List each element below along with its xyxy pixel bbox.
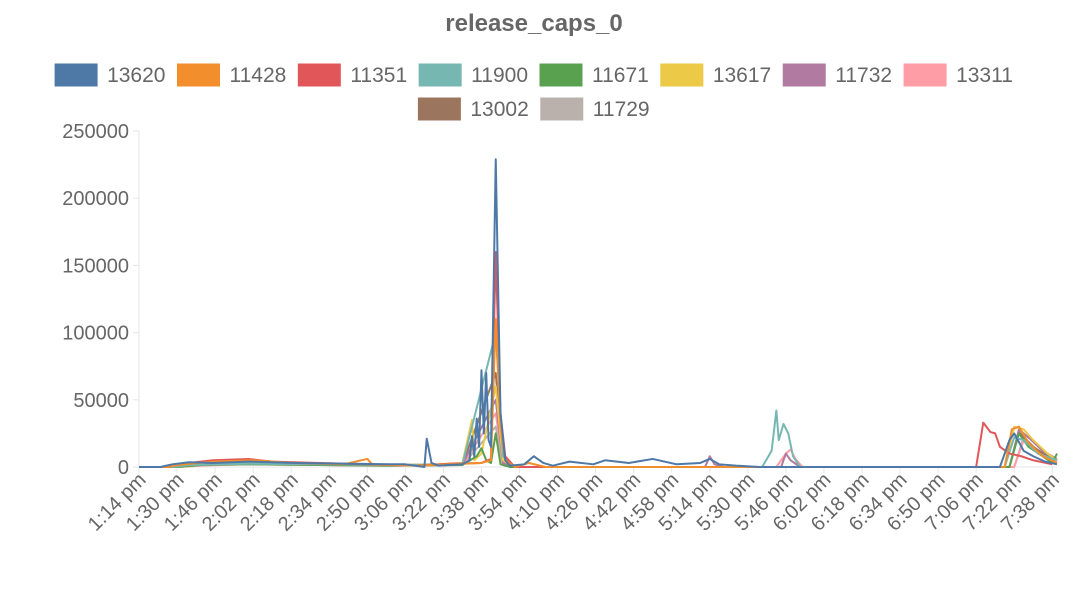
legend-swatch	[540, 97, 584, 121]
chart-title: release_caps_0	[445, 10, 623, 37]
y-tick-label: 0	[118, 457, 129, 479]
series-line-11900[interactable]	[139, 331, 1058, 468]
legend-label: 11671	[592, 64, 649, 87]
legend-label: 13620	[107, 64, 165, 87]
legend-swatch	[539, 63, 583, 87]
legend-item[interactable]: 13620	[54, 63, 165, 87]
series-line-11351[interactable]	[139, 250, 1053, 468]
legend-swatch	[782, 63, 826, 87]
series-line-13311[interactable]	[139, 412, 1058, 468]
legend-item[interactable]: 13002	[417, 97, 529, 121]
legend-label: 13002	[470, 98, 528, 121]
legend-label: 13617	[713, 64, 771, 87]
series-line-13617[interactable]	[139, 385, 1058, 468]
legend-label: 11900	[471, 64, 528, 87]
legend-label: 11351	[350, 64, 407, 87]
legend-item[interactable]: 11671	[539, 63, 649, 87]
legend-swatch	[903, 63, 947, 87]
legend: 13620 11428 11351 11900 11671 13617 11732 13311…	[54, 63, 1013, 121]
legend-item[interactable]: 11428	[176, 63, 286, 87]
legend-item[interactable]: 11732	[782, 63, 892, 87]
legend-swatch	[297, 63, 341, 87]
legend-swatch	[176, 63, 220, 87]
legend-swatch	[418, 63, 462, 87]
series-line-11428[interactable]	[139, 318, 1058, 468]
legend-label: 11729	[593, 98, 650, 121]
legend-label: 13311	[956, 64, 1013, 87]
series-line-13620[interactable]	[139, 158, 1058, 468]
legend-item[interactable]: 13617	[660, 63, 771, 87]
legend-item[interactable]: 13311	[903, 63, 1013, 87]
y-tick-label: 200000	[62, 188, 129, 210]
y-tick-label: 150000	[62, 255, 129, 277]
legend-swatch	[417, 97, 461, 121]
series-line-11732[interactable]	[139, 398, 1058, 468]
legend-item[interactable]: 11900	[418, 63, 528, 87]
series-line-13002[interactable]	[139, 371, 1058, 468]
legend-item[interactable]: 11729	[540, 97, 650, 121]
y-tick-label: 100000	[62, 323, 129, 345]
y-tick-label: 50000	[73, 390, 129, 412]
legend-swatch	[54, 63, 98, 87]
y-tick-label: 250000	[62, 121, 129, 143]
legend-label: 11428	[229, 64, 286, 87]
plot-area	[139, 158, 1058, 468]
legend-swatch	[660, 63, 704, 87]
legend-item[interactable]: 11351	[297, 63, 407, 87]
legend-label: 11732	[835, 64, 892, 87]
